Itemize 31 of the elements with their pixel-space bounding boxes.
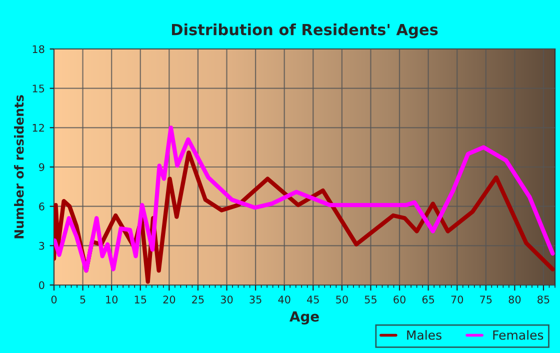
legend-label: Males [407, 330, 442, 340]
y-tick-label: 15 [32, 84, 44, 92]
x-tick-label: 30 [220, 296, 233, 304]
x-tick-label: 75 [480, 296, 492, 304]
x-tick-label: 35 [250, 296, 262, 304]
x-tick-label: 25 [192, 296, 204, 304]
legend-label: Females [493, 330, 544, 340]
x-tick-label: 15 [134, 296, 146, 304]
y-tick-label: 0 [39, 281, 44, 290]
x-tick-label: 5 [80, 296, 86, 304]
x-tick-label: 70 [451, 296, 464, 304]
x-axis-title: Age [290, 311, 319, 324]
x-tick-label: 20 [163, 296, 176, 304]
x-tick-label: 50 [336, 296, 348, 304]
x-tick-label: 65 [422, 296, 434, 304]
y-tick-label: 9 [39, 163, 44, 172]
y-axis-title: Number of residents [14, 95, 24, 238]
x-tick-label: 10 [106, 296, 118, 304]
line-series [54, 126, 555, 273]
y-tick-label: 3 [39, 242, 44, 250]
y-tick-label: 18 [32, 45, 44, 54]
x-tick-label: 40 [278, 296, 290, 304]
x-tick-label: 0 [51, 296, 57, 304]
x-tick-label: 80 [508, 296, 521, 304]
x-tick-label: 60 [394, 296, 406, 304]
y-tick-label: 6 [39, 202, 44, 210]
y-tick-label: 12 [32, 124, 44, 132]
x-tick-label: 85 [538, 296, 550, 304]
x-tick-label: 55 [364, 296, 376, 304]
chart-title: Distribution of Residents' Ages [172, 24, 438, 38]
x-tick-label: 45 [307, 296, 319, 304]
